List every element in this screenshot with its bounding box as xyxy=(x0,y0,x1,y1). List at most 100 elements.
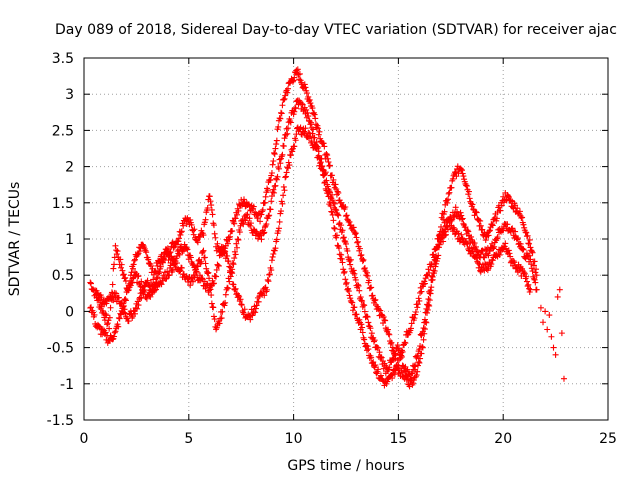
data-point xyxy=(224,284,231,291)
data-point xyxy=(208,206,215,213)
data-point xyxy=(118,261,125,268)
data-point xyxy=(324,190,331,197)
data-point xyxy=(269,253,276,260)
data-point xyxy=(314,122,321,129)
data-point xyxy=(277,115,284,122)
data-point xyxy=(98,294,105,301)
data-point xyxy=(410,366,417,373)
data-point xyxy=(215,262,222,269)
data-point xyxy=(121,275,128,282)
data-point xyxy=(407,375,414,382)
data-point xyxy=(113,290,120,297)
data-point xyxy=(292,137,299,144)
data-point xyxy=(359,298,366,305)
data-point xyxy=(305,129,312,136)
data-point xyxy=(104,321,111,328)
data-point xyxy=(282,131,289,138)
data-point xyxy=(468,200,475,207)
data-point xyxy=(494,234,501,241)
data-point xyxy=(504,221,511,228)
data-point xyxy=(331,225,338,232)
data-point xyxy=(266,271,273,278)
data-point xyxy=(523,250,530,257)
data-point xyxy=(235,207,242,214)
data-point xyxy=(87,304,94,311)
data-point xyxy=(346,292,353,299)
data-point xyxy=(103,312,110,319)
data-point xyxy=(399,348,406,355)
data-point xyxy=(125,287,132,294)
data-point xyxy=(209,211,216,218)
data-point xyxy=(427,287,434,294)
data-point xyxy=(268,267,275,274)
data-point xyxy=(256,233,263,240)
data-point xyxy=(119,267,126,274)
data-point xyxy=(111,261,118,268)
data-point xyxy=(315,152,322,159)
data-point xyxy=(93,287,100,294)
data-point xyxy=(317,160,324,167)
data-point xyxy=(389,344,396,351)
data-point xyxy=(120,271,127,278)
data-point xyxy=(357,294,364,301)
data-point xyxy=(238,301,245,308)
data-point xyxy=(139,287,146,294)
data-point xyxy=(226,236,233,243)
data-point xyxy=(343,212,350,219)
data-point xyxy=(485,232,492,239)
data-point xyxy=(99,326,106,333)
data-point xyxy=(424,302,431,309)
data-point xyxy=(389,375,396,382)
data-point xyxy=(417,343,424,350)
data-point xyxy=(129,265,136,272)
data-point xyxy=(527,244,534,251)
data-point xyxy=(301,81,308,88)
data-point xyxy=(552,351,559,358)
data-point xyxy=(371,297,378,304)
data-point xyxy=(426,290,433,297)
data-point xyxy=(331,184,338,191)
data-point xyxy=(505,193,512,200)
data-point xyxy=(279,151,286,158)
data-point xyxy=(388,339,395,346)
data-point xyxy=(144,277,151,284)
data-point xyxy=(463,240,470,247)
data-point xyxy=(120,309,127,316)
data-point xyxy=(147,293,154,300)
data-point xyxy=(150,276,157,283)
data-point xyxy=(275,225,282,232)
data-point xyxy=(302,84,309,91)
data-point xyxy=(527,256,534,263)
data-point xyxy=(279,200,286,207)
data-point xyxy=(156,269,163,276)
data-point xyxy=(255,298,262,305)
data-point xyxy=(339,227,346,234)
data-point xyxy=(489,240,496,247)
data-point xyxy=(254,215,261,222)
data-point xyxy=(458,231,465,238)
data-point xyxy=(356,316,363,323)
data-point xyxy=(369,292,376,299)
data-point xyxy=(207,286,214,293)
data-point xyxy=(532,269,539,276)
data-point xyxy=(375,366,382,373)
data-point xyxy=(176,268,183,275)
data-point xyxy=(500,227,507,234)
data-point xyxy=(452,169,459,176)
data-point xyxy=(243,214,250,221)
x-tick-label: 10 xyxy=(285,431,303,447)
data-point xyxy=(272,245,279,252)
data-point xyxy=(280,192,287,199)
data-point xyxy=(320,172,327,179)
data-point xyxy=(214,261,221,268)
data-point xyxy=(354,239,361,246)
data-point xyxy=(131,257,138,264)
data-point xyxy=(526,285,533,292)
data-point xyxy=(312,121,319,128)
data-point xyxy=(516,267,523,274)
chart-title: Day 089 of 2018, Sidereal Day-to-day VTE… xyxy=(55,22,617,38)
data-point xyxy=(265,278,272,285)
data-point xyxy=(458,235,465,242)
data-point xyxy=(371,337,378,344)
